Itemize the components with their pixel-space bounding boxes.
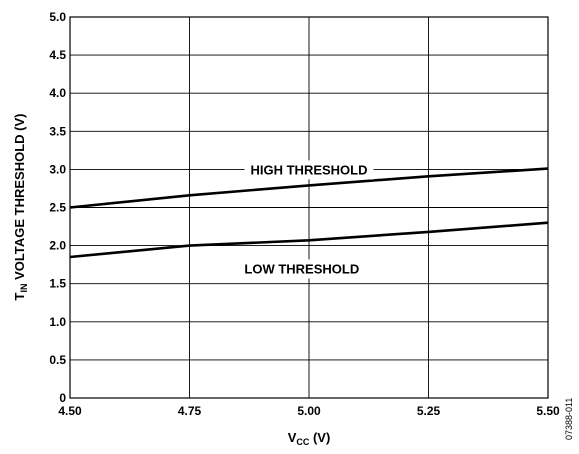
high-threshold-line [69, 167, 549, 209]
high-threshold-label-bg [244, 160, 374, 180]
y-tick-label: 0 [59, 391, 66, 405]
y-tick-label: 4.0 [49, 86, 66, 100]
low-threshold-line [69, 221, 549, 259]
y-axis-label: TIN VOLTAGE THRESHOLD (V) [12, 114, 29, 301]
x-tick-label: 4.50 [58, 404, 82, 418]
x-axis-label: VCC (V) [288, 430, 331, 447]
x-tick-label: 5.50 [536, 404, 560, 418]
figure-id: 07388-011 [564, 398, 574, 440]
high-threshold-label: HIGH THRESHOLD [251, 162, 368, 177]
y-tick-label: 1.5 [49, 277, 66, 291]
low-threshold-label-bg [238, 259, 366, 279]
y-tick-label: 2.5 [49, 201, 66, 215]
y-tick-label: 3.0 [49, 162, 66, 176]
y-tick-label: 4.5 [49, 48, 66, 62]
y-tick-label: 0.5 [49, 353, 66, 367]
x-tick-label: 5.25 [417, 404, 441, 418]
y-tick-label: 3.5 [49, 124, 66, 138]
y-tick-label: 1.0 [49, 315, 66, 329]
x-tick-label: 5.00 [297, 404, 321, 418]
series-layer [69, 167, 549, 259]
x-tick-labels: 4.50 4.75 5.00 5.25 5.50 [58, 404, 560, 418]
grid [70, 17, 548, 398]
y-tick-label: 5.0 [49, 10, 66, 24]
y-tick-label: 2.0 [49, 239, 66, 253]
y-tick-labels: 0 0.5 1.0 1.5 2.0 2.5 3.0 3.5 4.0 4.5 5.0 [49, 10, 66, 405]
plot-frame [69, 16, 549, 399]
low-threshold-label: LOW THRESHOLD [244, 261, 359, 276]
x-tick-label: 4.75 [178, 404, 202, 418]
series-annotations: HIGH THRESHOLD LOW THRESHOLD [238, 160, 374, 279]
